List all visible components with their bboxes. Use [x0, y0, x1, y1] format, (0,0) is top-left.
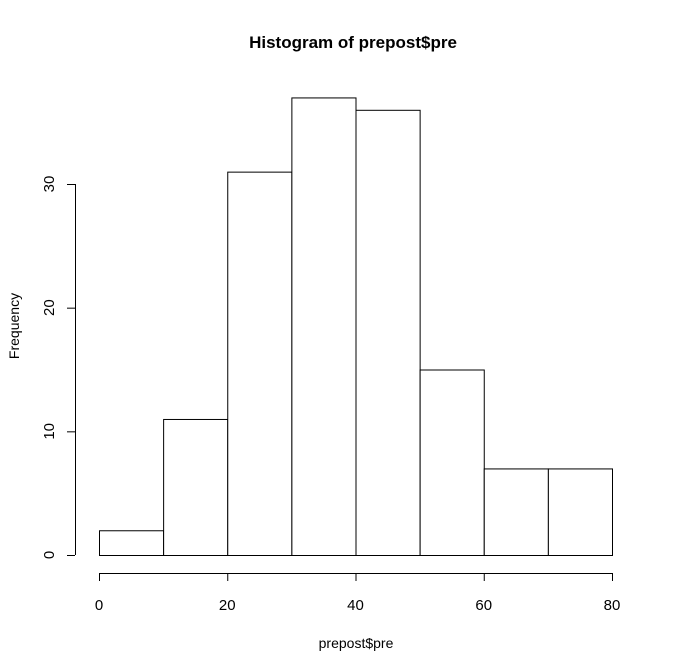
histogram-bar [419, 369, 485, 556]
histogram-bar [355, 109, 421, 557]
y-axis-label: Frequency [6, 293, 22, 359]
x-tick-label: 60 [475, 597, 492, 614]
x-tick-label: 20 [219, 597, 236, 614]
y-tick-label: 20 [41, 299, 58, 316]
histogram-bar [163, 418, 229, 557]
histogram-bar [547, 468, 613, 556]
histogram-bar [227, 171, 293, 556]
y-tick-label: 30 [41, 176, 58, 193]
histogram-bar [291, 97, 357, 557]
histogram-bar [483, 468, 549, 556]
x-axis-label: prepost$pre [319, 635, 394, 651]
y-tick-label: 10 [41, 423, 58, 440]
histogram-bar [99, 530, 165, 556]
x-tick-label: 40 [347, 597, 364, 614]
x-tick-label: 80 [604, 597, 621, 614]
chart-title: Histogram of prepost$pre [249, 33, 457, 52]
x-tick-label: 0 [95, 597, 103, 614]
y-tick-label: 0 [41, 551, 58, 559]
